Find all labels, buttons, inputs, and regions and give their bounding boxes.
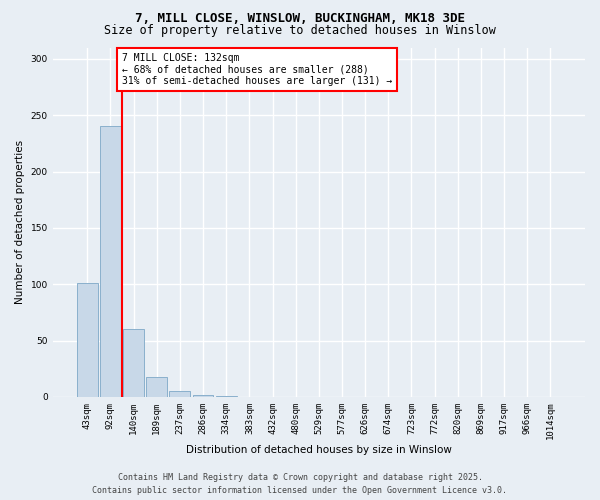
Bar: [216, 396, 236, 397]
Text: Contains HM Land Registry data © Crown copyright and database right 2025.
Contai: Contains HM Land Registry data © Crown c…: [92, 474, 508, 495]
Text: 7, MILL CLOSE, WINSLOW, BUCKINGHAM, MK18 3DE: 7, MILL CLOSE, WINSLOW, BUCKINGHAM, MK18…: [135, 12, 465, 26]
Text: Size of property relative to detached houses in Winslow: Size of property relative to detached ho…: [104, 24, 496, 37]
Bar: [193, 394, 214, 397]
Text: 7 MILL CLOSE: 132sqm
← 68% of detached houses are smaller (288)
31% of semi-deta: 7 MILL CLOSE: 132sqm ← 68% of detached h…: [122, 53, 392, 86]
Y-axis label: Number of detached properties: Number of detached properties: [15, 140, 25, 304]
Bar: [169, 392, 190, 397]
Bar: [77, 283, 98, 397]
Bar: [146, 376, 167, 397]
Bar: [100, 126, 121, 397]
X-axis label: Distribution of detached houses by size in Winslow: Distribution of detached houses by size …: [186, 445, 452, 455]
Bar: [123, 330, 144, 397]
